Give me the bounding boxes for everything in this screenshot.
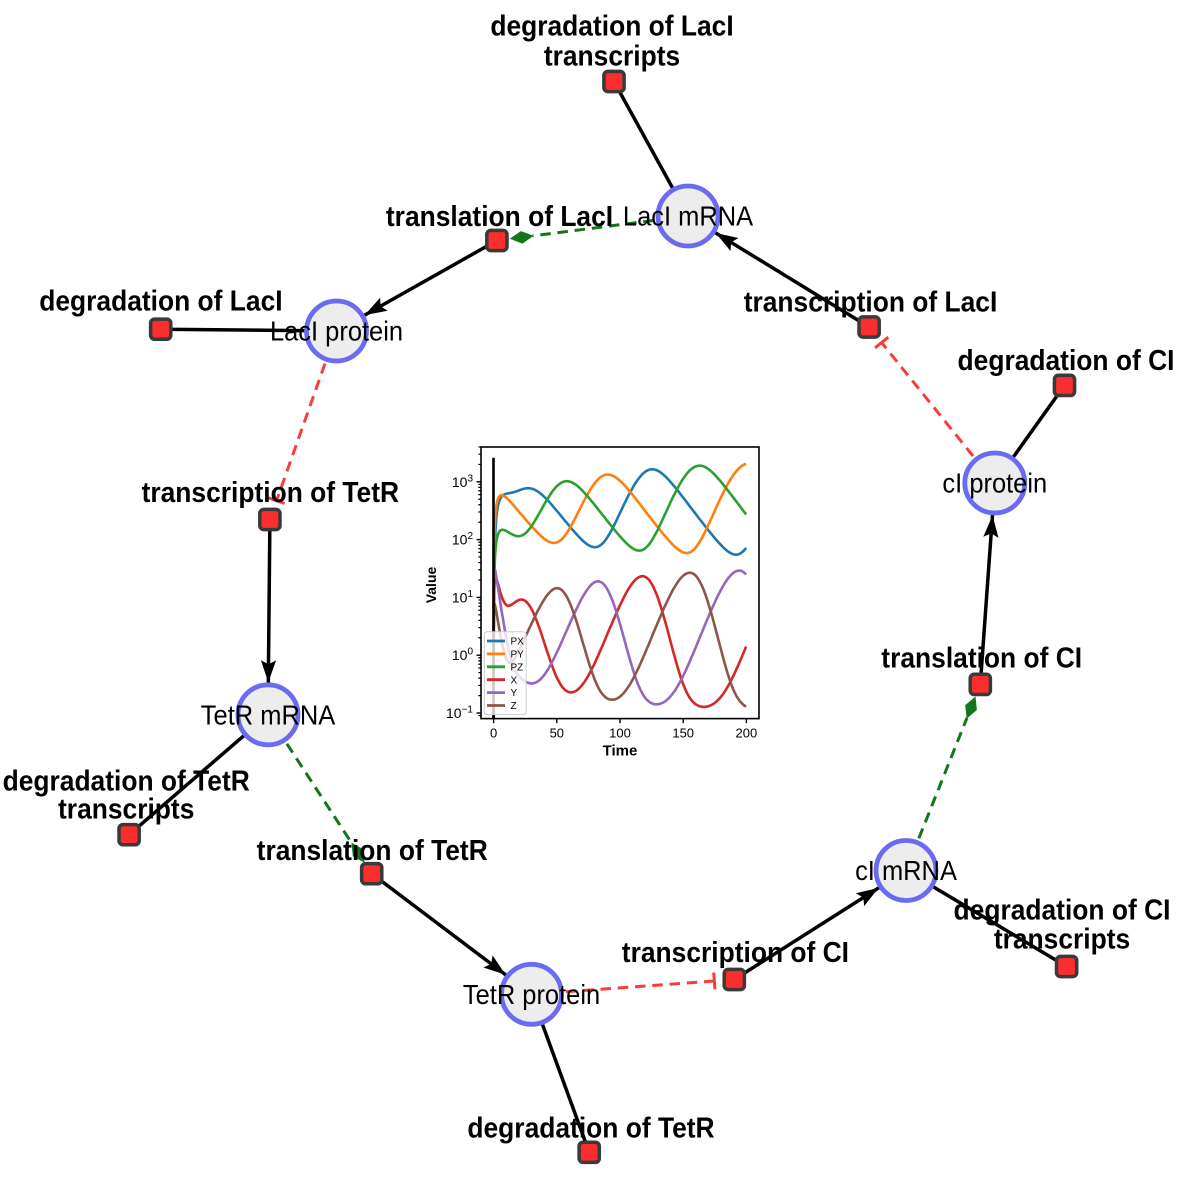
svg-text:cI protein: cI protein — [942, 468, 1047, 499]
svg-text:translation of CI: translation of CI — [881, 641, 1082, 673]
svg-text:0: 0 — [490, 726, 497, 741]
svg-text:cI mRNA: cI mRNA — [855, 855, 957, 886]
svg-text:Time: Time — [603, 743, 638, 760]
svg-text:PX: PX — [511, 637, 525, 648]
svg-text:degradation of CI: degradation of CI — [954, 893, 1171, 925]
svg-text:translation of LacI: translation of LacI — [386, 200, 613, 232]
svg-text:200: 200 — [736, 726, 758, 741]
svg-text:degradation of TetR: degradation of TetR — [467, 1111, 714, 1143]
svg-text:transcripts: transcripts — [544, 39, 680, 71]
svg-text:transcripts: transcripts — [58, 793, 194, 825]
svg-text:150: 150 — [672, 726, 694, 741]
svg-text:X: X — [511, 675, 518, 686]
svg-text:LacI protein: LacI protein — [270, 316, 403, 347]
svg-text:100: 100 — [609, 726, 631, 741]
svg-text:degradation of LacI: degradation of LacI — [39, 284, 282, 316]
svg-text:Z: Z — [511, 701, 517, 712]
svg-text:transcription of CI: transcription of CI — [622, 936, 849, 968]
svg-text:TetR mRNA: TetR mRNA — [201, 699, 336, 730]
svg-text:Value: Value — [423, 567, 439, 604]
svg-text:50: 50 — [550, 726, 564, 741]
svg-text:translation of TetR: translation of TetR — [257, 834, 488, 866]
svg-text:PY: PY — [511, 650, 525, 661]
svg-text:transcripts: transcripts — [994, 922, 1130, 954]
svg-text:transcription of LacI: transcription of LacI — [744, 285, 998, 317]
svg-text:PZ: PZ — [511, 662, 524, 673]
svg-text:degradation of LacI: degradation of LacI — [490, 9, 733, 41]
svg-text:TetR protein: TetR protein — [463, 979, 600, 1010]
svg-text:transcription of TetR: transcription of TetR — [142, 476, 399, 508]
svg-text:degradation of TetR: degradation of TetR — [3, 764, 250, 796]
svg-text:degradation of CI: degradation of CI — [958, 344, 1175, 376]
svg-text:LacI mRNA: LacI mRNA — [623, 201, 753, 232]
svg-text:Y: Y — [511, 688, 518, 699]
